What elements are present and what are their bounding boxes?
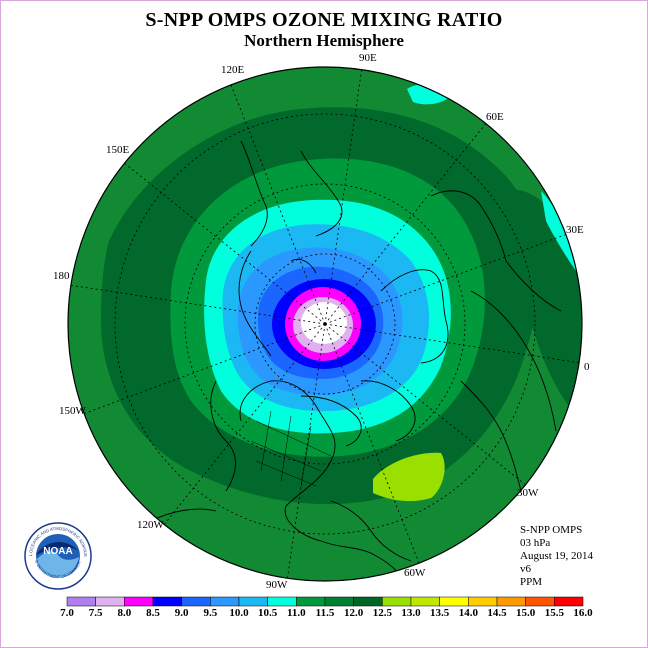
colorbar-tick-label: 7.5 <box>88 607 103 619</box>
colorbar-tick-label: 7.0 <box>60 607 74 619</box>
ozone-band-cyan-east <box>541 191 576 271</box>
colorbar-tick-label: 13.0 <box>401 607 421 619</box>
info-instrument: S-NPP OMPS <box>520 524 583 536</box>
longitude-label-90w: 90W <box>266 579 288 591</box>
colorbar-tick-label: 10.0 <box>229 607 249 619</box>
longitude-label-30e: 30E <box>566 224 584 236</box>
figure-subtitle: Northern Hemisphere <box>244 31 404 50</box>
longitude-label-120w: 120W <box>137 519 164 531</box>
longitude-label-60w: 60W <box>404 567 426 579</box>
longitude-label-90e: 90E <box>359 52 377 64</box>
data-info-block: S-NPP OMPS 03 hPa August 19, 2014 v6 PPM <box>520 524 593 589</box>
colorbar-tick-label: 12.5 <box>372 607 392 619</box>
colorbar-tick-label: 11.0 <box>287 607 306 619</box>
figure-title: S-NPP OMPS OZONE MIXING RATIO <box>145 9 503 31</box>
colorbar-tick-label: 11.5 <box>315 607 335 619</box>
graticule <box>68 67 582 581</box>
longitude-label-30w: 30W <box>517 487 539 499</box>
colorbar-tick-label: 9.5 <box>203 607 218 619</box>
colorbar-tick-label: 15.5 <box>544 607 564 619</box>
colorbar-tick-label: 15.0 <box>516 607 536 619</box>
colorbar-tick-label: 12.0 <box>344 607 364 619</box>
info-units: PPM <box>520 576 543 588</box>
colorbar-tick-label: 13.5 <box>430 607 450 619</box>
colorbar-tick-label: 14.5 <box>487 607 507 619</box>
colorbar-tick-label: 16.0 <box>573 607 593 619</box>
noaa-logo: NOAA NATIONAL OCEANIC AND ATMOSPHERIC AD… <box>23 521 92 590</box>
colorbar-tick-label: 8.5 <box>146 607 160 619</box>
colorbar-tick-label: 10.5 <box>258 607 278 619</box>
info-pressure-level: 03 hPa <box>520 537 551 549</box>
longitude-label-0: 0 <box>584 361 590 373</box>
info-date: August 19, 2014 <box>520 550 594 562</box>
longitude-label-150e: 150E <box>106 144 130 156</box>
longitude-label-150w: 150W <box>59 405 86 417</box>
longitude-label-180: 180 <box>53 270 70 282</box>
ozone-band-lime <box>373 452 445 502</box>
map-boundary <box>67 66 583 582</box>
longitude-label-120e: 120E <box>221 64 245 76</box>
noaa-logo-text: NOAA <box>43 546 72 557</box>
colorbar-tick-label: 9.0 <box>174 607 189 619</box>
colorbar-tick-label: 14.0 <box>458 607 478 619</box>
info-version: v6 <box>520 563 531 575</box>
longitude-label-60e: 60E <box>486 111 504 123</box>
us-state-borders <box>250 410 332 487</box>
colorbar-tick-label: 8.0 <box>117 607 132 619</box>
